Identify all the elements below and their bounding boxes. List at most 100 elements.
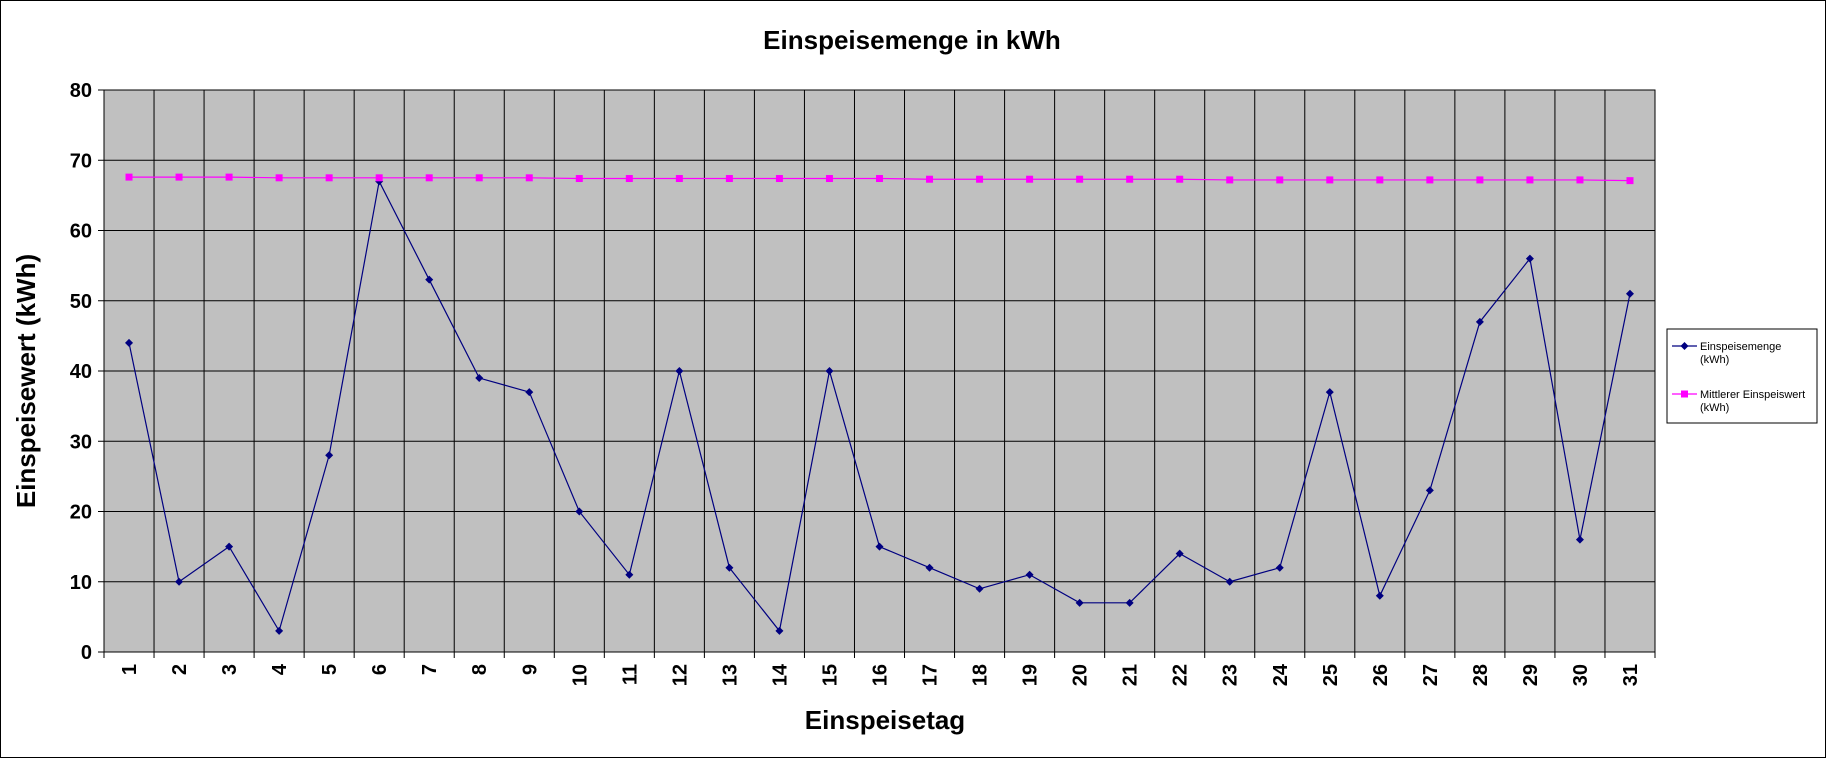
data-point (125, 173, 133, 181)
series-2 (125, 173, 1634, 185)
data-point (325, 451, 334, 460)
y-tick-label: 60 (70, 221, 92, 243)
x-tick-label: 10 (569, 664, 591, 686)
x-tick-label: 7 (419, 664, 441, 675)
data-point (725, 563, 734, 572)
data-point (525, 174, 533, 182)
data-point (625, 175, 633, 183)
data-point (1275, 563, 1284, 572)
data-point (1026, 175, 1034, 183)
data-point (1325, 388, 1334, 397)
y-tick-label: 80 (70, 80, 92, 102)
x-tick-label: 3 (219, 664, 241, 675)
y-tick-label: 10 (70, 572, 92, 594)
y-tick-label: 40 (70, 361, 92, 383)
data-point (1025, 570, 1034, 579)
y-tick-label: 20 (70, 502, 92, 524)
x-tick-label: 5 (319, 664, 341, 675)
x-tick-label: 31 (1620, 664, 1642, 686)
data-point (675, 367, 684, 375)
data-point (1176, 175, 1184, 183)
data-point (175, 577, 184, 586)
x-tick-label: 19 (1020, 664, 1042, 686)
data-point (325, 174, 333, 182)
data-point (1575, 535, 1584, 544)
data-point (825, 175, 833, 183)
x-tick-label: 20 (1070, 664, 1092, 686)
legend-entry: Einspeisemenge(kWh) (1672, 341, 1781, 366)
data-point (1375, 591, 1384, 600)
data-point (876, 175, 883, 183)
data-point (175, 173, 183, 181)
y-tick-label: 30 (70, 431, 92, 453)
x-tick-label: 4 (269, 663, 291, 675)
data-point (225, 542, 234, 551)
data-point (925, 563, 934, 572)
x-tick-label: 16 (870, 664, 892, 686)
data-point (1225, 577, 1234, 586)
data-point (275, 626, 284, 635)
data-point (1625, 289, 1634, 298)
data-point (1076, 175, 1084, 183)
data-point (875, 542, 884, 551)
data-point (375, 174, 383, 182)
legend-label: Mittlerer Einspeiswert (1700, 389, 1805, 401)
x-axis-label: Einspeisetag (805, 705, 965, 735)
x-tick-label: 6 (369, 664, 391, 675)
data-point (1680, 342, 1689, 350)
x-tick-label: 26 (1370, 664, 1392, 686)
series-layer (125, 173, 1634, 635)
data-point (1576, 176, 1584, 184)
data-point (675, 175, 683, 183)
data-point (1475, 317, 1484, 326)
data-point (125, 338, 134, 347)
data-point (1525, 254, 1534, 263)
data-point (225, 173, 233, 181)
data-point (1425, 486, 1434, 495)
data-point (525, 388, 534, 397)
data-point (425, 275, 434, 284)
x-tick-label: 11 (619, 664, 641, 685)
y-axis-label: Einspeisewert (kWh) (11, 254, 41, 508)
x-tick-label: 18 (970, 664, 992, 686)
y-tick-label: 50 (70, 291, 92, 313)
x-tick-label: 30 (1570, 664, 1592, 686)
data-point (1226, 176, 1234, 184)
data-point (1526, 176, 1534, 184)
data-point (1125, 598, 1134, 607)
data-point (1276, 176, 1284, 184)
data-point (1681, 390, 1688, 398)
legend-box (1666, 328, 1818, 424)
x-tick-label: 22 (1170, 664, 1192, 686)
y-tick-label: 0 (81, 642, 92, 664)
data-point (475, 174, 483, 182)
x-tick-label: 2 (169, 664, 191, 675)
data-point (926, 175, 934, 183)
x-axis-ticks: 1 2 3 4 5 6 7 8 9 10 11 12 13 14 15 16 17 18 19 20 21 22 23 24 2… (103, 652, 1656, 686)
x-tick-label: 21 (1120, 664, 1142, 686)
x-tick-label: 13 (719, 664, 741, 686)
legend-label: (kWh) (1700, 402, 1729, 414)
x-tick-label: 1 (119, 664, 141, 675)
legend-label: (kWh) (1700, 354, 1729, 366)
data-point (625, 570, 634, 579)
x-tick-label: 27 (1420, 664, 1442, 686)
x-tick-label: 9 (519, 664, 541, 675)
x-tick-label: 23 (1220, 664, 1242, 686)
x-tick-label: 29 (1520, 664, 1542, 686)
x-tick-label: 15 (819, 664, 841, 686)
data-point (1126, 175, 1134, 183)
data-point (575, 175, 583, 183)
x-tick-label: 14 (769, 663, 791, 686)
x-tick-label: 17 (920, 664, 942, 686)
data-point (425, 174, 433, 182)
legend: Einspeisemenge(kWh) Mittlerer Einspeiswer… (1666, 328, 1818, 424)
data-point (976, 175, 984, 183)
x-tick-label: 12 (669, 664, 691, 686)
data-point (975, 584, 984, 593)
y-axis-ticks: 0 10 20 30 40 50 60 70 80 (70, 80, 104, 664)
series-1 (125, 177, 1634, 635)
data-point (275, 174, 283, 182)
